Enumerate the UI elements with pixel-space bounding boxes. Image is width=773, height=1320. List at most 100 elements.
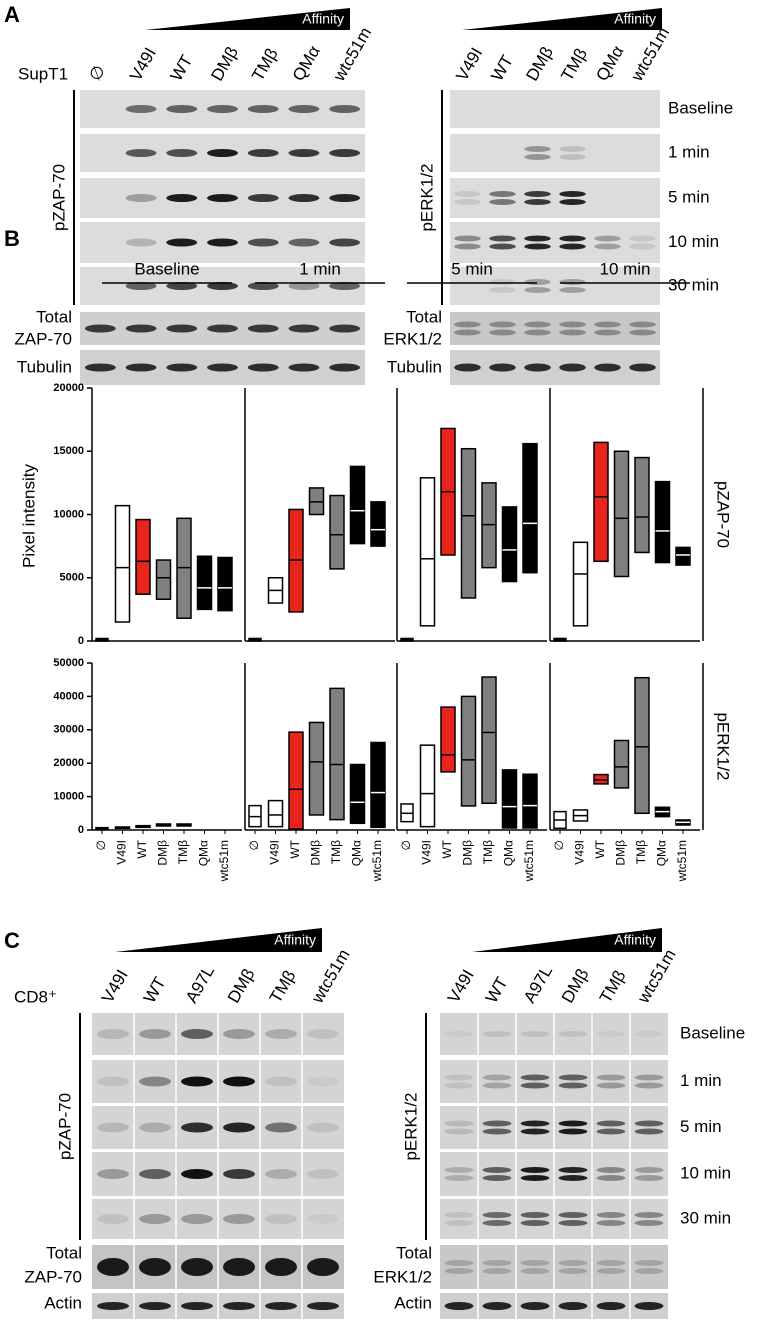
row-label: pERK1/2	[714, 712, 733, 780]
chart-title: 5 min	[451, 259, 493, 278]
y-tick-label: 0	[78, 635, 84, 647]
band	[223, 1258, 255, 1276]
x-tick-label: TMβ	[329, 840, 343, 864]
band	[558, 1074, 588, 1081]
affinity-label: Affinity	[614, 11, 656, 27]
band	[444, 1074, 474, 1081]
lane-label: DMβ	[558, 965, 593, 1006]
range-bar	[370, 501, 386, 547]
range-bar	[675, 546, 691, 566]
lane-label: WT	[482, 974, 512, 1006]
y-tick-label: 20000	[53, 382, 84, 394]
lane-label: TMβ	[596, 967, 630, 1006]
band	[84, 363, 116, 372]
band	[520, 1175, 550, 1181]
band	[594, 329, 621, 336]
lane-label: QMα	[592, 42, 627, 84]
band	[454, 199, 481, 205]
band	[223, 1169, 255, 1179]
band	[559, 287, 586, 293]
band	[265, 1214, 297, 1224]
band	[329, 282, 361, 290]
affinity-wedge	[472, 928, 662, 952]
band	[247, 238, 279, 247]
band	[558, 1175, 588, 1181]
lane-label: V49I	[98, 966, 132, 1006]
band	[444, 1212, 474, 1218]
band	[223, 1029, 255, 1039]
range-bar	[460, 695, 477, 807]
band	[489, 235, 516, 242]
band	[166, 324, 198, 333]
blot	[450, 90, 660, 128]
timepoint-label: Baseline	[680, 1023, 745, 1042]
band	[444, 1175, 474, 1181]
x-tick-label: QMα	[655, 840, 669, 866]
x-tick-label: DMβ	[156, 840, 170, 866]
band	[489, 287, 516, 293]
band	[288, 194, 320, 202]
band	[307, 1214, 339, 1224]
x-tick-label: wtc51m	[675, 840, 689, 882]
band	[520, 1167, 550, 1173]
x-tick-label: V49I	[420, 840, 434, 865]
band	[634, 1220, 664, 1226]
band	[558, 1260, 588, 1266]
y-tick-label: 50000	[53, 657, 84, 669]
range-bar	[419, 744, 436, 828]
lane-label: V49I	[126, 44, 160, 84]
band	[288, 324, 320, 333]
timepoint-label: Baseline	[668, 98, 733, 117]
range-bar	[634, 456, 650, 554]
band	[265, 1169, 297, 1179]
lane-label: WT	[167, 52, 197, 84]
lane-label: wtc51m	[633, 946, 679, 1007]
x-tick-label: WT	[135, 839, 149, 858]
band	[594, 363, 621, 372]
band	[524, 199, 551, 205]
band	[482, 1268, 512, 1274]
range-bar	[460, 447, 477, 599]
lane-label: wtc51m	[307, 946, 353, 1007]
band	[634, 1120, 664, 1127]
row-label: pERK1/2	[401, 1092, 420, 1160]
band	[634, 1212, 664, 1218]
blot	[450, 178, 660, 218]
band	[207, 324, 238, 333]
x-tick-label: wtc51m	[522, 840, 536, 882]
range-bar	[267, 799, 284, 828]
band	[125, 105, 157, 113]
band	[223, 1122, 255, 1133]
band	[596, 1175, 626, 1181]
band	[181, 1258, 213, 1276]
band	[629, 329, 656, 336]
timepoint-label: 10 min	[668, 232, 719, 251]
cell-label: SupT1	[18, 64, 68, 83]
range-bar	[329, 494, 345, 570]
lane-label: wtc51m	[627, 24, 673, 85]
band	[247, 363, 279, 372]
band	[594, 243, 621, 250]
band	[596, 1128, 626, 1135]
band	[444, 1128, 474, 1135]
timepoint-label: 1 min	[668, 142, 710, 161]
lane-label: V49I	[452, 44, 486, 84]
band	[247, 324, 279, 333]
band	[520, 1260, 550, 1266]
range-bar	[634, 676, 650, 815]
band	[444, 1120, 474, 1127]
band	[489, 363, 516, 372]
band	[265, 1029, 297, 1039]
panel-label: A	[4, 2, 20, 27]
band	[265, 1076, 297, 1087]
band	[329, 238, 361, 247]
band	[634, 1167, 664, 1173]
row-label: pZAP-70	[55, 1093, 74, 1160]
range-bar	[572, 541, 589, 627]
band	[596, 1074, 626, 1081]
range-bar	[613, 450, 630, 578]
band	[558, 1082, 588, 1089]
timepoint-label: 30 min	[680, 1208, 731, 1227]
band	[520, 1120, 550, 1127]
band	[265, 1258, 297, 1276]
